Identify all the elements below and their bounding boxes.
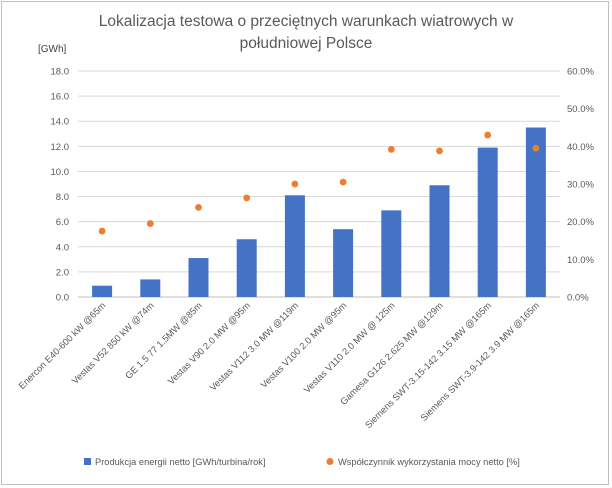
bar — [236, 239, 257, 297]
scatter-point — [387, 145, 395, 153]
category-label: Vestas V52 850 kW @74m — [70, 300, 156, 386]
y-axis-ticks: 0.0 2.0 4.0 6.0 8.0 10.0 12.0 14.0 16.0 18.0 — [51, 67, 70, 304]
y2-tick-label: 30.0% — [567, 180, 594, 191]
category-label: Gamesa G126 2.625 MW @129m — [338, 300, 445, 407]
bar — [381, 210, 402, 297]
y-tick-label: 8.0 — [56, 192, 69, 203]
y-tick-label: 18.0 — [51, 67, 70, 78]
y2-tick-label: 40.0% — [567, 142, 594, 153]
legend-scatter-label: Współczynnik wykorzystania mocy netto [%… — [338, 457, 520, 467]
y-tick-label: 6.0 — [56, 217, 69, 228]
y-tick-label: 12.0 — [51, 142, 70, 153]
scatter-point — [98, 227, 106, 235]
category-label: Vestas V100 2.0 MW @95m — [259, 300, 349, 390]
y2-tick-label: 60.0% — [567, 67, 594, 78]
bar — [477, 147, 498, 297]
scatter-point — [436, 147, 443, 155]
y2-tick-label: 0.0% — [567, 293, 589, 304]
y2-tick-label: 10.0% — [567, 255, 594, 266]
scatter-point — [532, 144, 540, 152]
y-tick-label: 0.0 — [56, 293, 69, 304]
y2-tick-label: 50.0% — [567, 104, 594, 115]
category-label: Enercon E40-600 kW @65m — [17, 300, 108, 391]
y2-tick-label: 20.0% — [567, 217, 594, 228]
scatter-point — [484, 131, 492, 139]
y-tick-label: 4.0 — [56, 242, 69, 253]
y-axis-label: [GWh] — [38, 44, 67, 55]
category-label: Vestas V112 3.0 MW @119m — [208, 300, 301, 393]
scatter-series — [98, 131, 540, 235]
scatter-point — [146, 220, 154, 227]
category-label: Vestas V110 2.0 MW @ 125m — [302, 300, 397, 395]
bar — [333, 229, 354, 297]
scatter-point — [195, 203, 202, 211]
chart-title-line-2: południowej Polsce — [240, 35, 373, 52]
chart-title-line-1: Lokalizacja testowa o przeciętnych warun… — [99, 13, 514, 30]
bar — [188, 258, 209, 297]
scatter-point — [291, 180, 299, 188]
bar — [92, 285, 113, 297]
y2-axis-ticks: 0.0% 10.0% 20.0% 30.0% 40.0% 50.0% 60.0% — [567, 67, 594, 304]
y-tick-label: 2.0 — [56, 267, 69, 278]
category-label: Vestas V90 2.0 MW @95m — [166, 300, 252, 386]
bar — [284, 195, 305, 297]
bar — [525, 127, 546, 297]
bar-series — [92, 127, 546, 297]
legend-bar-label: Produkcja energii netto [GWh/turbina/rok… — [95, 457, 266, 467]
y-tick-label: 16.0 — [51, 92, 70, 103]
legend-scatter-swatch — [326, 458, 334, 465]
legend-bar-swatch — [84, 458, 91, 465]
bar — [140, 279, 161, 297]
y-tick-label: 10.0 — [51, 167, 70, 178]
y-tick-label: 14.0 — [51, 117, 70, 128]
scatter-point — [243, 194, 251, 202]
legend: Produkcja energii netto [GWh/turbina/rok… — [84, 457, 520, 467]
bar — [429, 185, 450, 297]
scatter-point — [339, 178, 347, 186]
